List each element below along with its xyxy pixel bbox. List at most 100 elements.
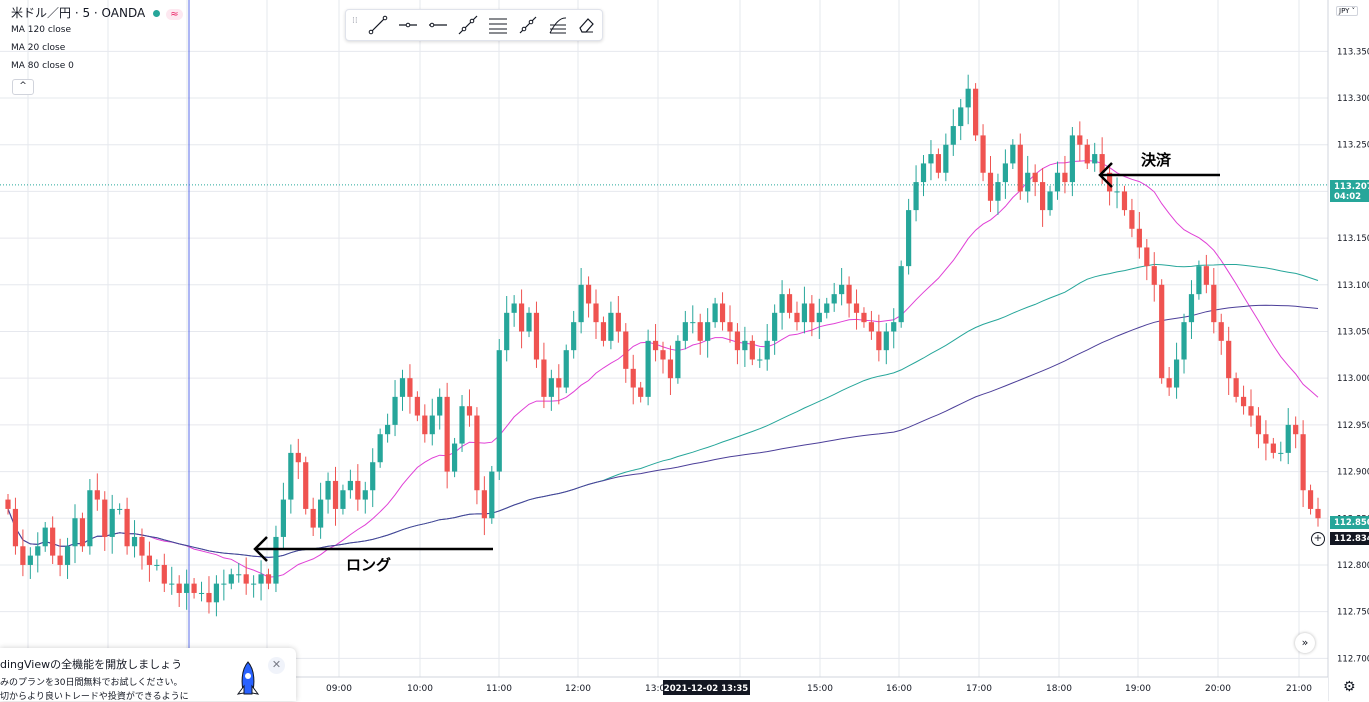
price-tick-label: 113.250 bbox=[1337, 141, 1369, 151]
candle-body bbox=[295, 452, 301, 463]
candle bbox=[906, 198, 912, 275]
candle-body bbox=[987, 172, 994, 201]
candle-body bbox=[273, 536, 279, 584]
candle bbox=[772, 304, 778, 355]
candle-body bbox=[310, 508, 316, 528]
candle bbox=[749, 335, 755, 366]
candle bbox=[667, 345, 674, 395]
time-highlight-text: 2021-12-02 13:35 bbox=[664, 684, 748, 694]
status-pill[interactable]: ≈ bbox=[166, 9, 183, 20]
candle bbox=[1144, 239, 1150, 281]
candle-body bbox=[1151, 266, 1157, 285]
time-highlight-bg bbox=[663, 680, 750, 695]
horizontal-ray-icon[interactable] bbox=[396, 13, 420, 37]
add-alert-icon[interactable]: + bbox=[1311, 532, 1325, 546]
currency-selector[interactable]: JPY ˅ bbox=[1336, 6, 1359, 16]
candle bbox=[608, 301, 614, 350]
candle bbox=[600, 316, 607, 347]
eraser-icon[interactable] bbox=[574, 13, 598, 37]
chart-annotations: ロング 決済 bbox=[253, 151, 1220, 574]
extended-line-icon[interactable] bbox=[456, 13, 480, 37]
candle-body bbox=[117, 508, 123, 510]
candle bbox=[429, 398, 435, 446]
price-tick-label: 113.100 bbox=[1337, 281, 1369, 291]
candle bbox=[347, 469, 353, 499]
candle-body bbox=[1203, 266, 1209, 285]
candle-body bbox=[839, 284, 845, 295]
candle bbox=[198, 581, 205, 602]
candle-body bbox=[466, 406, 473, 416]
fib-retracement-icon[interactable] bbox=[546, 13, 570, 37]
time-tick-label: 12:00 bbox=[565, 684, 591, 694]
candle-body bbox=[630, 368, 636, 388]
candle bbox=[370, 448, 376, 508]
candle bbox=[258, 560, 264, 601]
candle-body bbox=[1062, 172, 1068, 183]
candle-body bbox=[251, 583, 257, 585]
candle bbox=[891, 308, 897, 349]
price-tick-label: 112.800 bbox=[1337, 561, 1369, 571]
candle-body bbox=[57, 555, 63, 565]
gear-icon[interactable]: ⚙ bbox=[1343, 679, 1356, 695]
candle bbox=[593, 289, 599, 339]
candle-body bbox=[809, 303, 815, 323]
candle-body bbox=[385, 424, 391, 435]
candle-body bbox=[719, 303, 726, 323]
candle-body bbox=[1315, 508, 1321, 519]
price-tag-text: 112.834 bbox=[1334, 534, 1369, 544]
candle-body bbox=[176, 583, 182, 593]
indicator-ma20[interactable]: MA 20 close bbox=[11, 43, 66, 53]
candle-body bbox=[518, 303, 525, 332]
candle-body bbox=[496, 350, 502, 472]
pitchfork-icon[interactable] bbox=[516, 13, 540, 37]
promo-banner[interactable]: dingViewの全機能を開放しましょう みのプランを30日間無料でお試しくださ… bbox=[0, 648, 296, 702]
candle-body bbox=[593, 303, 599, 323]
candle-body bbox=[1188, 294, 1195, 323]
candle bbox=[742, 326, 748, 367]
candle bbox=[846, 276, 852, 318]
candle-body bbox=[161, 564, 167, 584]
candle bbox=[1270, 437, 1276, 459]
candle bbox=[1173, 342, 1180, 399]
horizontal-line-icon[interactable] bbox=[426, 13, 450, 37]
candle-body bbox=[652, 340, 659, 351]
chevron-up-icon[interactable]: ^ bbox=[12, 79, 34, 95]
candle bbox=[1084, 139, 1090, 170]
candle-body bbox=[474, 415, 480, 491]
candle-body bbox=[429, 415, 435, 435]
candle bbox=[1002, 149, 1008, 199]
candle bbox=[697, 313, 703, 355]
candle-body bbox=[79, 518, 86, 547]
scroll-to-realtime-icon[interactable]: » bbox=[1295, 633, 1315, 653]
parallel-channel-icon[interactable] bbox=[486, 13, 510, 37]
candle-body bbox=[1069, 135, 1075, 183]
candle bbox=[332, 466, 339, 526]
close-icon[interactable]: ✕ bbox=[268, 657, 285, 674]
candle bbox=[630, 354, 636, 405]
candle bbox=[1211, 267, 1217, 334]
candle-body bbox=[846, 284, 852, 304]
symbol-title[interactable]: 米ドル／円 · 5 · OANDA bbox=[11, 6, 146, 20]
candle bbox=[563, 344, 569, 394]
indicator-ma80[interactable]: MA 80 close 0 bbox=[11, 61, 74, 71]
candle-body bbox=[906, 210, 912, 267]
drag-handle-icon[interactable]: ⁞⁞ bbox=[352, 16, 358, 26]
candle-body bbox=[399, 378, 406, 397]
candle-body bbox=[1211, 284, 1217, 323]
candle bbox=[20, 529, 26, 577]
time-highlight: 2021-12-02 13:35 bbox=[663, 680, 750, 695]
trend-line-icon[interactable] bbox=[366, 13, 390, 37]
promo-line-1: みのプランを30日間無料でお試しください。 bbox=[0, 678, 183, 688]
candle-body bbox=[407, 378, 413, 397]
candle bbox=[206, 576, 212, 614]
candle bbox=[154, 559, 160, 571]
candle-body bbox=[1166, 378, 1172, 388]
candle-body bbox=[578, 284, 584, 323]
candle-body bbox=[638, 387, 644, 397]
price-tick-label: 112.700 bbox=[1337, 654, 1369, 664]
indicator-ma120[interactable]: MA 120 close bbox=[11, 25, 72, 35]
candle bbox=[94, 473, 100, 511]
candle bbox=[422, 404, 428, 443]
candle-body bbox=[898, 266, 904, 323]
